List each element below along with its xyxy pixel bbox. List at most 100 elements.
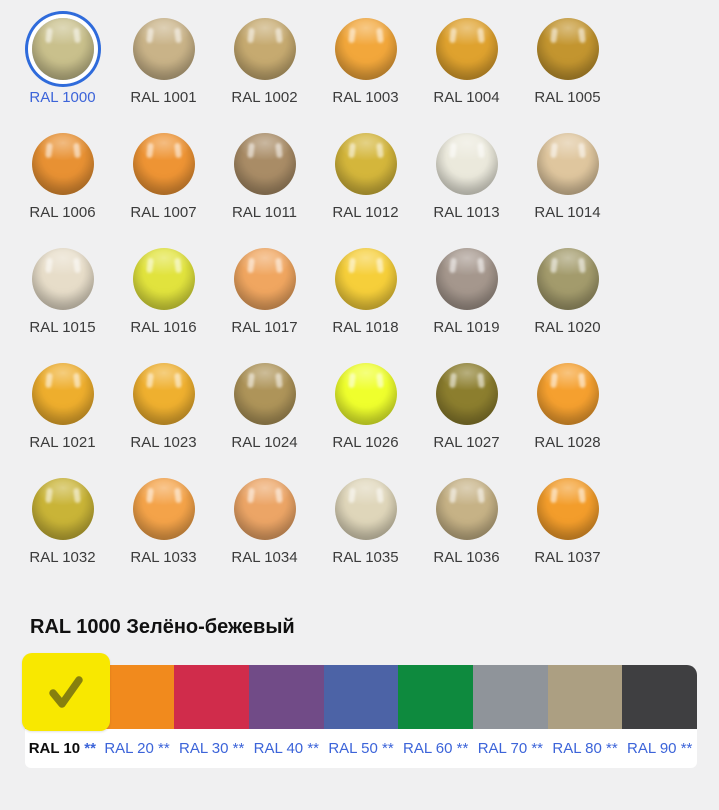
ral-code-label[interactable]: RAL 1017: [231, 319, 298, 336]
ral-swatch-item-ral-1019[interactable]: RAL 1019: [416, 238, 517, 353]
color-sphere-ral-1013[interactable]: [435, 133, 498, 195]
ral-swatch-item-ral-1023[interactable]: RAL 1023: [113, 353, 214, 468]
selected-category-tile[interactable]: [22, 653, 110, 731]
tab-ral-40[interactable]: RAL 40 **: [249, 729, 324, 768]
color-sphere-ral-1012[interactable]: [334, 133, 397, 195]
color-sphere-ral-1033[interactable]: [132, 478, 195, 540]
color-sphere-ral-1004[interactable]: [435, 18, 498, 80]
ral-swatch-item-ral-1003[interactable]: RAL 1003: [315, 8, 416, 123]
ral-swatch-item-ral-1000[interactable]: RAL 1000: [12, 8, 113, 123]
ral-swatch-item-ral-1028[interactable]: RAL 1028: [517, 353, 618, 468]
color-sphere-ral-1007[interactable]: [132, 133, 195, 195]
ral-code-label[interactable]: RAL 1024: [231, 434, 298, 451]
ral-code-label[interactable]: RAL 1033: [130, 549, 197, 566]
ral-swatch-item-ral-1004[interactable]: RAL 1004: [416, 8, 517, 123]
color-sphere-ral-1018[interactable]: [334, 248, 397, 310]
ral-swatch-item-ral-1032[interactable]: RAL 1032: [12, 468, 113, 583]
ral-swatch-item-ral-1018[interactable]: RAL 1018: [315, 238, 416, 353]
category-swatch-ral-80[interactable]: [547, 665, 623, 729]
tab-ral-60[interactable]: RAL 60 **: [398, 729, 473, 768]
category-swatch-ral-70[interactable]: [473, 665, 548, 729]
color-sphere-ral-1019[interactable]: [435, 248, 498, 310]
ral-code-label[interactable]: RAL 1003: [332, 89, 399, 106]
category-swatch-ral-40[interactable]: [249, 665, 324, 729]
color-sphere-ral-1005[interactable]: [536, 18, 599, 80]
ral-code-label[interactable]: RAL 1014: [534, 204, 601, 221]
color-sphere-ral-1016[interactable]: [132, 248, 195, 310]
ral-code-label[interactable]: RAL 1035: [332, 549, 399, 566]
ral-code-label[interactable]: RAL 1032: [29, 549, 96, 566]
ral-code-label[interactable]: RAL 1016: [130, 319, 197, 336]
category-swatch-ral-60[interactable]: [398, 665, 474, 729]
ral-swatch-item-ral-1011[interactable]: RAL 1011: [214, 123, 315, 238]
ral-code-label[interactable]: RAL 1013: [433, 204, 500, 221]
color-sphere-ral-1003[interactable]: [334, 18, 397, 80]
ral-swatch-item-ral-1027[interactable]: RAL 1027: [416, 353, 517, 468]
ral-code-label[interactable]: RAL 1002: [231, 89, 298, 106]
ral-code-label[interactable]: RAL 1005: [534, 89, 601, 106]
category-swatch-ral-20[interactable]: [99, 665, 175, 729]
ral-swatch-item-ral-1036[interactable]: RAL 1036: [416, 468, 517, 583]
tab-ral-90[interactable]: RAL 90 **: [622, 729, 697, 768]
ral-code-label[interactable]: RAL 1020: [534, 319, 601, 336]
color-sphere-ral-1000[interactable]: [31, 18, 94, 80]
color-sphere-ral-1035[interactable]: [334, 478, 397, 540]
ral-swatch-item-ral-1021[interactable]: RAL 1021: [12, 353, 113, 468]
ral-swatch-item-ral-1033[interactable]: RAL 1033: [113, 468, 214, 583]
ral-swatch-item-ral-1037[interactable]: RAL 1037: [517, 468, 618, 583]
ral-code-label[interactable]: RAL 1028: [534, 434, 601, 451]
color-sphere-ral-1014[interactable]: [536, 133, 599, 195]
ral-code-label[interactable]: RAL 1027: [433, 434, 500, 451]
ral-code-label[interactable]: RAL 1012: [332, 204, 399, 221]
ral-swatch-item-ral-1015[interactable]: RAL 1015: [12, 238, 113, 353]
ral-code-label[interactable]: RAL 1011: [231, 204, 298, 221]
color-sphere-ral-1026[interactable]: [334, 363, 397, 425]
ral-swatch-item-ral-1014[interactable]: RAL 1014: [517, 123, 618, 238]
ral-swatch-item-ral-1007[interactable]: RAL 1007: [113, 123, 214, 238]
ral-code-label[interactable]: RAL 1007: [130, 204, 197, 221]
tab-ral-20[interactable]: RAL 20 **: [100, 729, 175, 768]
ral-swatch-item-ral-1017[interactable]: RAL 1017: [214, 238, 315, 353]
ral-swatch-item-ral-1001[interactable]: RAL 1001: [113, 8, 214, 123]
ral-code-label[interactable]: RAL 1021: [29, 434, 96, 451]
color-sphere-ral-1002[interactable]: [233, 18, 296, 80]
ral-swatch-item-ral-1005[interactable]: RAL 1005: [517, 8, 618, 123]
ral-swatch-item-ral-1006[interactable]: RAL 1006: [12, 123, 113, 238]
ral-code-label[interactable]: RAL 1000: [29, 89, 96, 106]
ral-swatch-item-ral-1026[interactable]: RAL 1026: [315, 353, 416, 468]
color-sphere-ral-1023[interactable]: [132, 363, 195, 425]
ral-code-label[interactable]: RAL 1004: [433, 89, 500, 106]
ral-swatch-item-ral-1012[interactable]: RAL 1012: [315, 123, 416, 238]
color-sphere-ral-1020[interactable]: [536, 248, 599, 310]
ral-swatch-item-ral-1002[interactable]: RAL 1002: [214, 8, 315, 123]
ral-swatch-item-ral-1016[interactable]: RAL 1016: [113, 238, 214, 353]
color-sphere-ral-1028[interactable]: [536, 363, 599, 425]
color-sphere-ral-1006[interactable]: [31, 133, 94, 195]
ral-swatch-item-ral-1035[interactable]: RAL 1035: [315, 468, 416, 583]
ral-swatch-item-ral-1024[interactable]: RAL 1024: [214, 353, 315, 468]
tab-ral-70[interactable]: RAL 70 **: [473, 729, 548, 768]
color-sphere-ral-1017[interactable]: [233, 248, 296, 310]
color-sphere-ral-1024[interactable]: [233, 363, 296, 425]
color-sphere-ral-1037[interactable]: [536, 478, 599, 540]
category-swatch-ral-50[interactable]: [323, 665, 399, 729]
tab-ral-30[interactable]: RAL 30 **: [174, 729, 249, 768]
category-swatch-ral-90[interactable]: [622, 665, 697, 729]
color-sphere-ral-1015[interactable]: [31, 248, 94, 310]
ral-code-label[interactable]: RAL 1023: [130, 434, 197, 451]
color-sphere-ral-1021[interactable]: [31, 363, 94, 425]
ral-swatch-item-ral-1013[interactable]: RAL 1013: [416, 123, 517, 238]
tab-ral-10[interactable]: RAL 10 **: [25, 729, 100, 768]
color-sphere-ral-1034[interactable]: [233, 478, 296, 540]
ral-code-label[interactable]: RAL 1018: [332, 319, 399, 336]
color-sphere-ral-1036[interactable]: [435, 478, 498, 540]
color-sphere-ral-1027[interactable]: [435, 363, 498, 425]
ral-code-label[interactable]: RAL 1026: [332, 434, 399, 451]
color-sphere-ral-1032[interactable]: [31, 478, 94, 540]
ral-code-label[interactable]: RAL 1015: [29, 319, 96, 336]
ral-code-label[interactable]: RAL 1036: [433, 549, 500, 566]
ral-swatch-item-ral-1020[interactable]: RAL 1020: [517, 238, 618, 353]
tab-ral-50[interactable]: RAL 50 **: [324, 729, 399, 768]
ral-code-label[interactable]: RAL 1037: [534, 549, 601, 566]
tab-ral-80[interactable]: RAL 80 **: [548, 729, 623, 768]
